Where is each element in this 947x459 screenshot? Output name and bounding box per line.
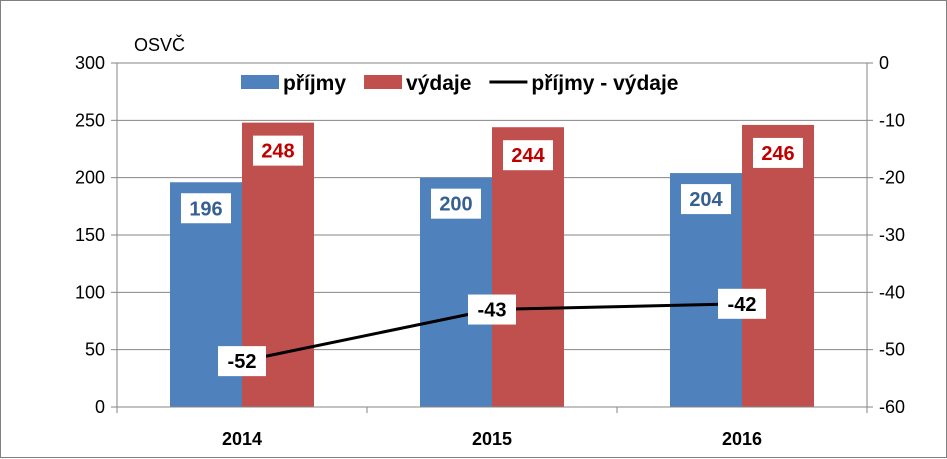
x-tick-label: 2015 [472, 429, 512, 449]
axes: 0 50 100 150 200 250 300 -60 -50 -40 -30 -20 -10 0 201… [75, 53, 905, 449]
data-label-box [181, 193, 231, 224]
line-data-label: -43 [478, 300, 507, 322]
bar-vydaje [742, 124, 814, 408]
line-label-box [718, 288, 766, 319]
data-labels: 196 200 204 248 244 246 -52 -43 -42 [181, 135, 803, 377]
bar-vydaje [492, 127, 564, 408]
left-tick-label: 100 [75, 282, 105, 302]
data-label: 200 [439, 194, 472, 216]
data-label: 248 [261, 141, 294, 163]
right-tick-label: -50 [879, 340, 905, 360]
legend-label: příjmy [283, 72, 346, 95]
data-label-box [503, 140, 553, 171]
left-tick-label: 200 [75, 168, 105, 188]
line-data-label: -42 [728, 294, 757, 316]
data-label: 196 [189, 198, 222, 220]
right-tick-label: -30 [879, 225, 905, 245]
legend-label: výdaje [406, 72, 471, 95]
line-data-label: -52 [228, 351, 257, 373]
right-tick-label: 0 [879, 53, 889, 73]
data-label-box [681, 184, 731, 215]
left-tick-label: 0 [95, 397, 105, 417]
data-label-box [431, 188, 481, 219]
data-label: 246 [761, 143, 794, 165]
x-tick-label: 2016 [722, 429, 762, 449]
right-tick-label: -20 [879, 168, 905, 188]
x-tick-label: 2014 [222, 429, 262, 449]
right-tick-label: -60 [879, 397, 905, 417]
left-tick-label: 50 [85, 340, 105, 360]
data-label: 204 [689, 189, 723, 211]
right-tick-label: -10 [879, 110, 905, 130]
left-tick-label: 250 [75, 110, 105, 130]
line-label-box [218, 346, 266, 377]
left-tick-label: 150 [75, 225, 105, 245]
legend: příjmy výdaje příjmy - výdaje [241, 72, 678, 95]
data-label-box [253, 135, 303, 166]
legend-swatch [364, 75, 403, 89]
right-tick-label: -40 [879, 282, 905, 302]
left-tick-label: 300 [75, 53, 105, 73]
data-label: 244 [511, 145, 545, 167]
unit-label: OSVČ [134, 34, 185, 55]
legend-label: příjmy - výdaje [531, 72, 678, 95]
data-label-box [753, 137, 803, 168]
legend-swatch [241, 75, 279, 89]
line-label-box [468, 294, 516, 325]
